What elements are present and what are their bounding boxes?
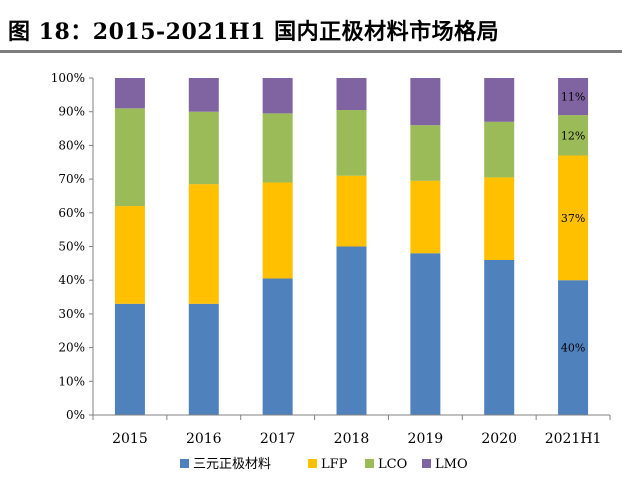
- legend-swatch: [308, 459, 317, 468]
- y-tick-label: 0%: [66, 408, 85, 422]
- bar-2016-series-4: [188, 78, 219, 112]
- legend-swatch: [365, 459, 374, 468]
- bar-2019-series-1: [410, 253, 441, 415]
- x-tick-label: 2016: [186, 431, 222, 447]
- y-tick-label: 20%: [58, 341, 85, 355]
- x-tick-label: 2019: [408, 431, 444, 447]
- data-label: 37%: [561, 212, 585, 225]
- bar-2021h1-series-1: [558, 280, 589, 415]
- bar-2016-series-3: [188, 111, 219, 185]
- bar-2015-series-2: [114, 206, 145, 304]
- bar-2018-series-2: [336, 175, 367, 247]
- bar-2016-series-1: [188, 303, 219, 415]
- bar-2015-series-4: [114, 78, 145, 109]
- bar-2018-series-4: [336, 78, 367, 111]
- x-tick-label: 2020: [481, 431, 517, 447]
- axes-group: 0% 10% 20% 30% 40% 50% 60% 70% 80% 90% 100% 2015 201…: [51, 71, 611, 447]
- y-tick-label: 10%: [58, 374, 85, 388]
- bar-2020-series-1: [484, 259, 515, 415]
- bar-2018-series-1: [336, 246, 367, 415]
- y-tick-label: 100%: [51, 71, 85, 85]
- bar-2019-series-4: [410, 78, 441, 126]
- y-tick-label: 40%: [58, 273, 85, 287]
- bar-2018-series-3: [336, 110, 367, 176]
- bar-2021h1-series-2: [558, 155, 589, 281]
- y-tick-label: 70%: [58, 172, 85, 186]
- bar-2021h1-series-4: [558, 78, 589, 116]
- legend-swatch: [180, 459, 189, 468]
- bar-2020-series-2: [484, 177, 515, 260]
- bar-2019-series-3: [410, 125, 441, 181]
- legend-label: 三元正极材料: [193, 457, 271, 472]
- bar-2016-series-2: [188, 184, 219, 304]
- legend-label: LCO: [378, 457, 407, 472]
- y-tick-label: 60%: [58, 206, 85, 220]
- bar-2017-series-4: [262, 78, 293, 114]
- y-tick-label: 90%: [58, 105, 85, 119]
- x-tick-label: 2018: [334, 431, 370, 447]
- bar-2017-series-1: [262, 278, 293, 415]
- bar-2021h1-series-3: [558, 115, 589, 156]
- data-label: 11%: [561, 91, 585, 104]
- figure-title: 图 18：2015-2021H1 国内正极材料市场格局: [8, 19, 500, 45]
- y-tick-label: 30%: [58, 307, 85, 321]
- bar-2017-series-2: [262, 182, 293, 279]
- y-tick-label: 50%: [58, 240, 85, 254]
- data-labels-group: 40% 37% 12% 11%: [561, 91, 585, 355]
- bar-2015-series-3: [114, 108, 145, 207]
- legend-swatch: [422, 459, 431, 468]
- bar-2017-series-3: [262, 113, 293, 183]
- legend: 三元正极材料 LFP LCO LMO: [180, 457, 468, 472]
- bars-group: [114, 78, 589, 415]
- x-tick-label: 2021H1: [545, 431, 602, 447]
- data-label: 40%: [561, 342, 585, 355]
- bar-2015-series-1: [114, 303, 145, 415]
- x-tick-label: 2015: [112, 431, 148, 447]
- x-tick-label: 2017: [260, 431, 296, 447]
- data-label: 12%: [561, 129, 585, 142]
- bar-2020-series-3: [484, 121, 515, 178]
- bar-2020-series-4: [484, 78, 515, 122]
- legend-label: LMO: [435, 457, 468, 472]
- y-tick-label: 80%: [58, 138, 85, 152]
- title-divider: [0, 50, 622, 53]
- bar-2019-series-2: [410, 180, 441, 254]
- legend-label: LFP: [321, 457, 348, 472]
